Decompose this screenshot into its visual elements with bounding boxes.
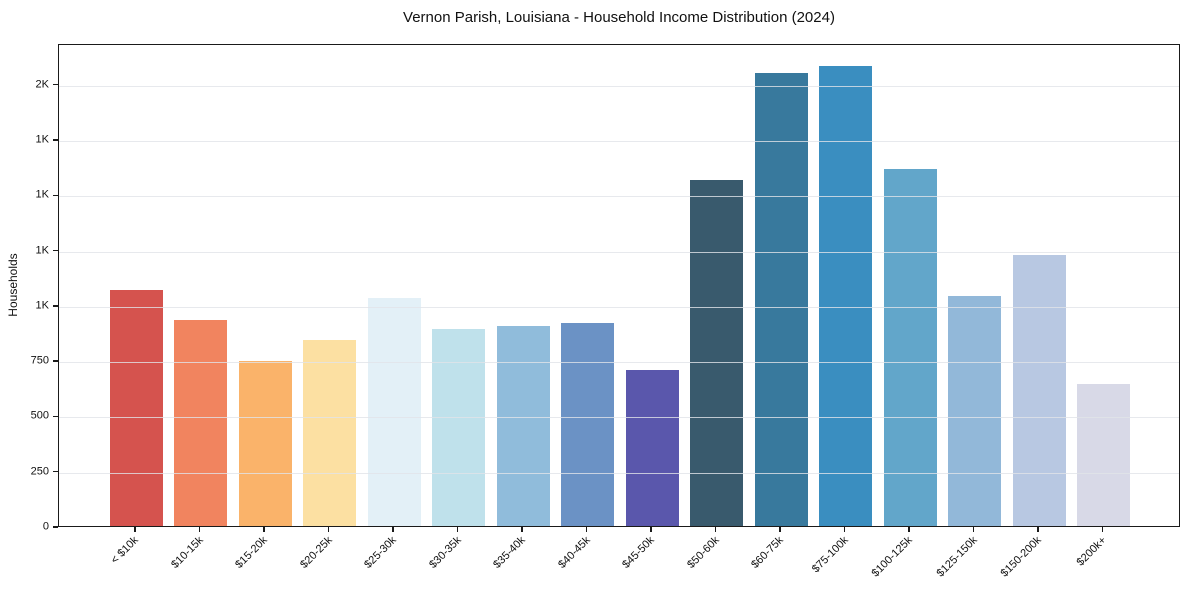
y-tick-mark [53,360,58,362]
x-tick-mark [263,527,265,532]
y-tick-label: 1K [35,188,49,201]
gridline [59,251,1179,253]
y-tick-mark [53,249,58,252]
x-tick-label: < $10k [108,534,141,567]
x-tick-mark [1101,527,1104,532]
y-tick-label: 1K [35,299,49,312]
bar-$15-20k [238,360,292,526]
y-tick-label: 250 [30,465,49,478]
x-tick-mark [134,527,136,532]
bar-$50-60k [690,179,743,526]
x-tick-mark [585,527,588,532]
bar-$20-25k [303,340,356,526]
y-tick-mark [53,194,58,197]
y-tick-mark [53,470,58,473]
x-tick-mark [456,527,459,532]
gridline [59,85,1179,87]
x-tick-mark [521,527,523,532]
bar-$30-35k [432,329,485,526]
y-tick-label: 1K [35,244,49,257]
bar-$75-100k [819,66,872,526]
x-tick-mark [714,527,717,532]
x-tick-mark [392,527,394,532]
x-tick-mark [779,527,781,532]
gridline [59,140,1179,142]
x-tick-mark [327,527,330,532]
x-tick-mark [972,527,975,532]
bar-$125-150k [948,296,1001,526]
y-tick-mark [53,139,58,141]
bar-$40-45k [561,322,614,526]
x-tick-mark [1037,527,1039,532]
bar-$10-15k [174,320,227,526]
y-tick-mark [53,415,58,418]
y-tick-label: 750 [30,354,49,367]
y-tick-label: 0 [42,520,49,533]
y-tick-label: 500 [30,409,49,422]
gridline [59,196,1179,198]
y-tick-mark [53,526,58,528]
bar-$200k+ [1077,384,1130,526]
gridline [59,306,1179,308]
gridline [59,472,1179,474]
bar-$35-40k [496,325,550,526]
bar-$60-75k [754,72,808,526]
bar-$100-125k [883,168,937,526]
bar-$150-200k [1012,255,1066,526]
x-tick-mark [198,527,201,532]
y-tick-mark [53,305,58,307]
y-tick-mark [53,83,58,86]
chart-title: Vernon Parish, Louisiana - Household Inc… [403,9,835,26]
x-tick-mark [908,527,910,532]
plot-canvas [59,45,1179,526]
y-tick-label: 1K [35,133,49,146]
gridline [59,362,1179,364]
gridline [59,417,1179,419]
x-tick-mark [650,527,652,532]
x-tick-mark [843,527,846,532]
bar-$25-30k [367,298,421,526]
plot-area [58,44,1180,527]
y-tick-label: 2K [35,78,49,91]
bar-$45-50k [625,370,679,526]
bar-< $10k [109,290,163,526]
